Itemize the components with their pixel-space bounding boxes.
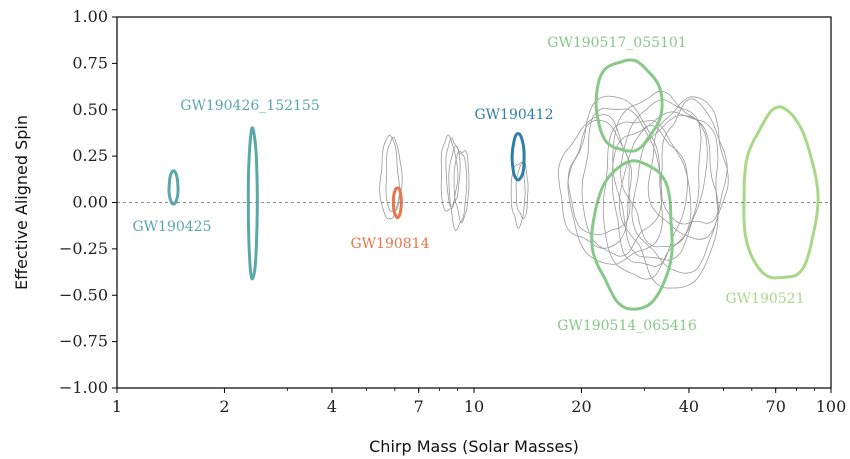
event-contour-gw190425 — [167, 169, 180, 206]
y-tick-label: 0.75 — [72, 53, 108, 72]
event-contour-gw190426_152155 — [246, 126, 259, 281]
event-contour-gw190521 — [742, 105, 820, 280]
event-label-gw190426_152155: GW190426_152155 — [180, 98, 319, 114]
background-event-contour — [385, 136, 403, 212]
x-tick-label: 10 — [464, 397, 484, 416]
background-event-contour — [660, 98, 728, 225]
background-event-contour — [631, 114, 719, 274]
background-event-contour — [619, 111, 719, 289]
background-event-contour — [647, 96, 729, 240]
y-axis-label: Effective Aligned Spin — [12, 115, 31, 290]
event-label-gw190412: GW190412 — [474, 107, 553, 123]
y-tick-label: −0.50 — [59, 285, 108, 304]
background-event-contour — [379, 134, 400, 220]
event-label-gw190514_065416: GW190514_065416 — [557, 318, 697, 334]
event-label-gw190425: GW190425 — [132, 219, 211, 235]
event-label-gw190814: GW190814 — [350, 236, 429, 252]
x-tick-label: 4 — [327, 397, 337, 416]
y-tick-label: 0.25 — [72, 146, 108, 165]
event-label-gw190517_055101: GW190517_055101 — [547, 35, 686, 51]
contour-layer — [167, 58, 820, 311]
x-tick-label: 2 — [219, 397, 229, 416]
x-tick-label: 100 — [816, 397, 847, 416]
background-event-contour — [611, 125, 688, 267]
background-event-contour — [567, 95, 663, 265]
x-tick-label: 20 — [571, 397, 591, 416]
background-event-contour — [453, 150, 470, 224]
background-event-contour — [448, 145, 468, 231]
x-tick-label: 70 — [766, 397, 786, 416]
x-axis-label: Chirp Mass (Solar Masses) — [369, 437, 579, 456]
y-tick-label: −1.00 — [59, 378, 108, 397]
y-tick-label: 1.00 — [72, 7, 108, 26]
y-tick-label: 0.00 — [72, 193, 108, 212]
y-tick-label: −0.75 — [59, 332, 108, 351]
event-label-gw190521: GW190521 — [725, 291, 804, 307]
y-tick-label: −0.25 — [59, 239, 108, 258]
axes-layer: 1 2 4 7 10 20 40 70 100 1.00 0.75 0.50 0.25 0.00 −0.25… — [59, 7, 846, 416]
x-tick-label: 40 — [679, 397, 699, 416]
event-contour-gw190514_065416 — [590, 159, 674, 311]
background-event-contour — [440, 134, 459, 212]
y-tick-label: 0.50 — [72, 100, 108, 119]
background-event-contour — [581, 107, 663, 257]
event-contour-gw190412 — [510, 132, 526, 182]
background-event-contour — [620, 99, 702, 248]
x-tick-label: 7 — [414, 397, 424, 416]
annotation-layer: GW190425 GW190426_152155 GW190814 GW190412 G… — [132, 35, 804, 334]
x-tick-label: 1 — [112, 397, 122, 416]
background-event-contour — [612, 90, 708, 261]
event-contour-gw190517_055101 — [594, 58, 664, 153]
background-event-contour — [558, 114, 632, 249]
